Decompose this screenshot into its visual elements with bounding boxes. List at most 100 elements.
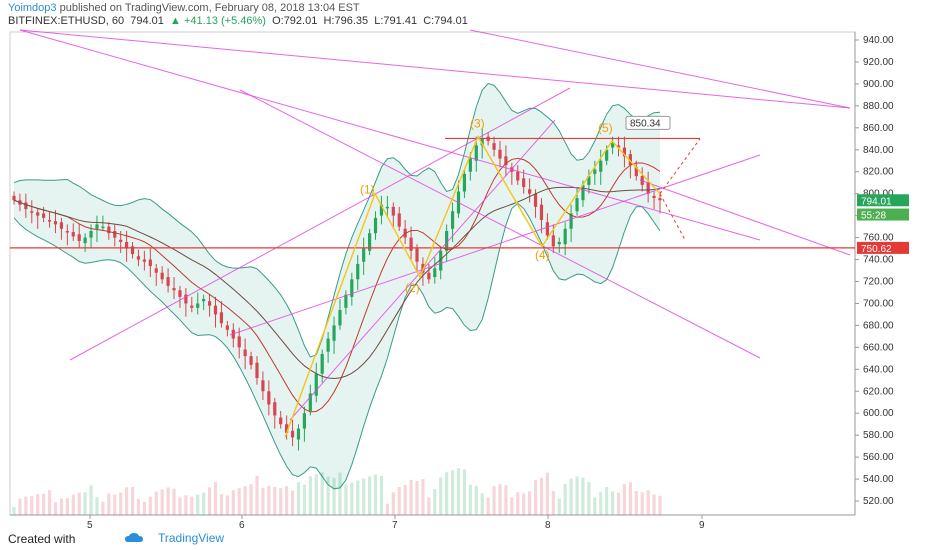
chart-header: Yoimdop3 published on TradingView.com, F… [0,0,932,28]
candle-body [83,237,87,244]
volume-bar [196,494,200,515]
footer: Created with TradingView [0,528,932,550]
candle-body [415,248,419,262]
y-tick-label: 660.00 [863,342,894,353]
volume-bar [47,490,52,515]
tradingview-brand[interactable]: TradingView [124,531,224,545]
volume-bar [474,485,478,515]
y-tick-label: 820.00 [863,167,894,178]
volume-bar [486,497,490,515]
volume-bar [350,482,354,515]
x-tick-label: 8 [545,520,551,531]
y-tick-label: 640.00 [863,364,894,375]
candle-body [213,305,218,315]
candle-body [36,212,40,216]
candle-body [379,204,384,216]
trendline [229,154,761,336]
volume-bar [504,485,508,515]
change-value: +41.13 (+5.46%) [184,15,266,27]
candle-body [47,220,52,222]
volume-bar [184,495,188,515]
volume-bar [539,477,544,515]
candle-body [261,380,265,392]
wave-label: (5) [598,121,613,135]
volume-bar [439,477,443,515]
candle-body [42,213,46,218]
candle-body [610,143,615,148]
candle-body [628,154,632,166]
volume-bar [557,498,561,515]
volume-bar [24,496,28,515]
candle-body [136,256,141,260]
target-callout-box [625,115,671,130]
volume-bar [658,495,662,515]
open-value: O:792.01 [272,15,318,27]
y-tick-label: 520.00 [863,496,894,507]
volume-bar [516,492,520,515]
volume-bar [273,487,277,515]
candle-body [285,424,289,433]
candle-body [652,195,656,199]
publish-line: Yoimdop3 published on TradingView.com, F… [8,2,360,14]
volume-bar [190,496,194,515]
volume-bar [237,488,241,515]
ohlc-line: BITFINEX:ETHUSD, 60 794.01 ▲ +41.13 (+5.… [8,15,468,27]
symbol-label: BITFINEX:ETHUSD, 60 [8,15,125,27]
bollinger-upper [13,82,661,358]
high-value: H:796.35 [323,15,369,27]
volume-bar [510,497,514,515]
volume-bar [290,490,295,515]
volume-bar [581,477,585,515]
candle-body [196,303,200,308]
candle-body [605,149,609,161]
volume-bar [42,493,46,515]
volume-bar [332,477,336,515]
volume-bar [302,484,307,515]
volume-bar [456,468,461,515]
last-price: 794.01 [130,15,164,27]
candle-body [397,213,401,227]
volume-bar [107,493,111,515]
volume-bar [101,501,105,515]
volume-bar [18,498,22,515]
candle-body [350,279,354,297]
last-price-tag: 794.01 [861,196,892,207]
candle-body [267,391,271,405]
volume-bar [320,472,324,515]
volume-bar [219,494,224,515]
volume-bar [12,507,16,515]
volume-bar [65,498,69,515]
volume-bar [344,484,348,515]
candle-body [314,373,318,396]
candle-body [522,178,526,188]
candle-body [326,338,330,352]
volume-bar [202,492,206,515]
candle-body [53,221,58,225]
y-tick-label: 560.00 [863,452,894,463]
y-tick-label: 540.00 [863,474,894,485]
candle-body [367,233,372,251]
volume-bar [427,497,431,515]
target-callout-label: 850.34 [630,118,661,129]
candle-body [77,234,81,241]
candle-body [65,231,69,233]
candle-body [89,231,93,238]
volume-bar [71,494,75,515]
author-link[interactable]: Yoimdop3 [8,2,57,14]
volume-bar [569,478,573,515]
volume-bar [279,488,283,515]
x-tick-label: 5 [87,520,93,531]
volume-bar [646,490,650,515]
candle-body [30,211,34,213]
volume-bar [267,485,271,515]
trendline [19,29,761,241]
volume-bar [450,470,455,515]
candle-body [385,206,389,209]
candle-body [154,268,158,273]
bollinger-lower [13,202,661,490]
volume-bar [480,493,484,515]
candle-body [474,145,478,161]
volume-bar [172,488,176,515]
candle-body [563,228,567,245]
